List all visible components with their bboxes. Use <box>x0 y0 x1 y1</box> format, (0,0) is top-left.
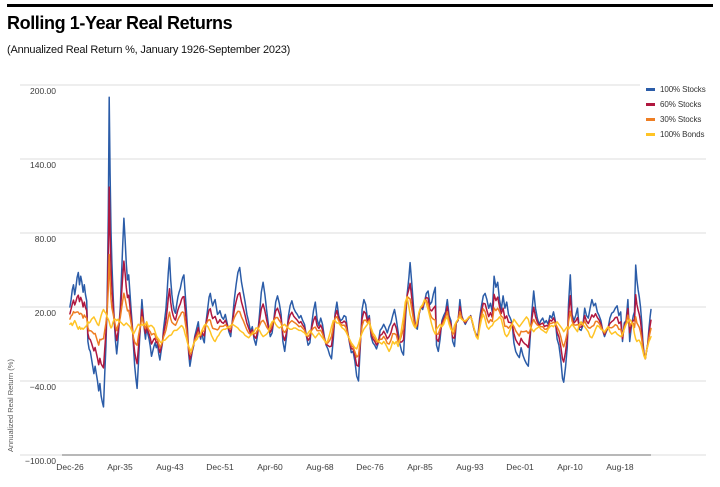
x-tick-label: Aug-18 <box>606 462 634 472</box>
x-tick-label: Dec-76 <box>356 462 384 472</box>
y-tick-label: 20.00 <box>34 308 56 318</box>
legend-item: 60% Stocks <box>646 97 718 112</box>
series-line-30-stocks <box>69 253 652 360</box>
legend-item: 100% Bonds <box>646 127 718 142</box>
x-tick-label: Aug-68 <box>306 462 334 472</box>
chart-subtitle: (Annualized Real Return %, January 1926-… <box>7 44 291 56</box>
series-line-100-bonds <box>69 296 652 360</box>
x-tick-label: Aug-43 <box>156 462 184 472</box>
x-tick-label: Apr-85 <box>407 462 433 472</box>
x-tick-label: Apr-10 <box>557 462 583 472</box>
x-tick-label: Apr-60 <box>257 462 283 472</box>
legend-swatch-30-stocks <box>646 118 655 121</box>
legend-label: 100% Bonds <box>660 130 705 139</box>
legend-item: 30% Stocks <box>646 112 718 127</box>
legend: 100% Stocks 60% Stocks 30% Stocks 100% Bond… <box>640 78 718 146</box>
chart-title: Rolling 1-Year Real Returns <box>7 13 233 33</box>
x-tick-label: Apr-35 <box>107 462 133 472</box>
legend-swatch-60-stocks <box>646 103 655 106</box>
legend-label: 30% Stocks <box>660 115 702 124</box>
legend-swatch-100-stocks <box>646 88 655 91</box>
series-line-60-stocks <box>69 186 652 369</box>
x-tick-label: Dec-51 <box>206 462 234 472</box>
x-tick-label: Aug-93 <box>456 462 484 472</box>
y-tick-label: 140.00 <box>30 160 56 170</box>
y-tick-label: −40.00 <box>29 382 56 392</box>
legend-item: 100% Stocks <box>646 82 718 97</box>
x-tick-label: Dec-01 <box>506 462 534 472</box>
legend-label: 60% Stocks <box>660 100 702 109</box>
legend-swatch-100-bonds <box>646 133 655 136</box>
y-tick-label: −100.00 <box>25 456 56 466</box>
x-tick-label: Dec-26 <box>56 462 84 472</box>
legend-label: 100% Stocks <box>660 85 706 94</box>
y-tick-label: 80.00 <box>34 234 56 244</box>
top-rule <box>7 4 713 7</box>
y-axis-title: Annualized Real Return (%) <box>6 359 15 452</box>
y-tick-label: 200.00 <box>30 86 56 96</box>
